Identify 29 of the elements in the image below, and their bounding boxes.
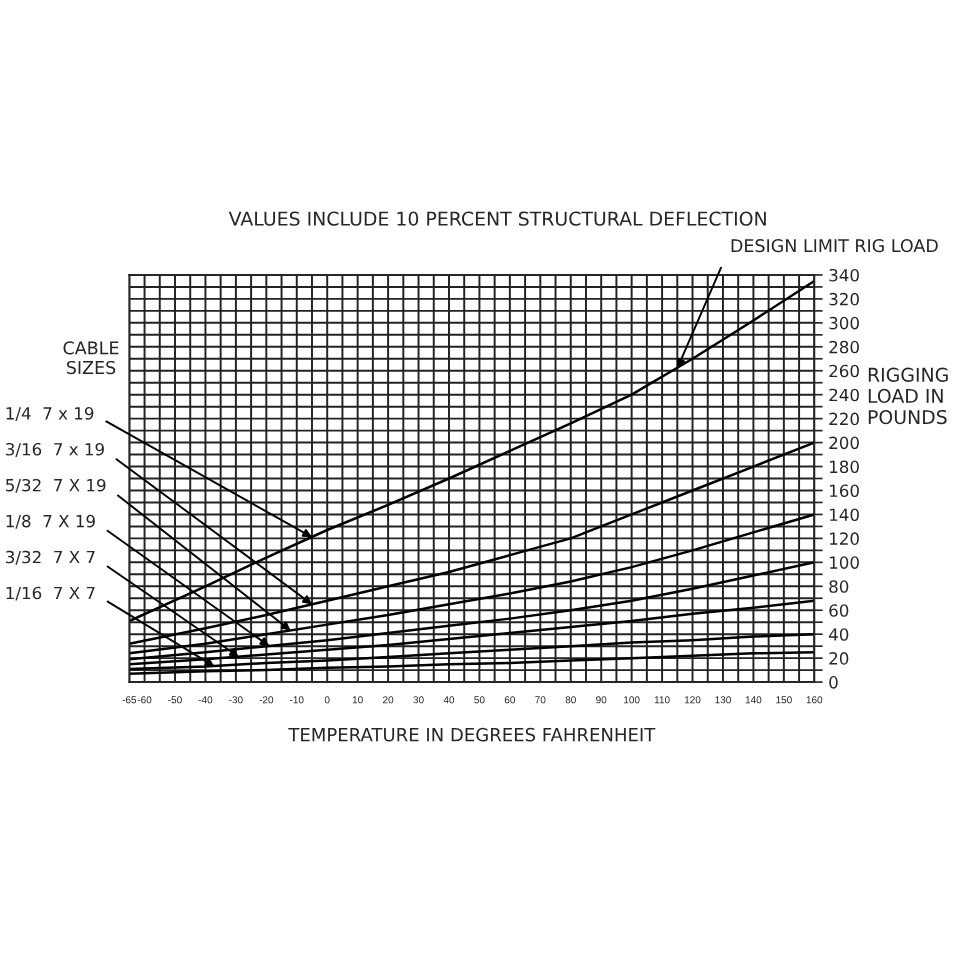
- y-tick-label: 120: [830, 532, 859, 545]
- y-tick-label: 340: [829, 268, 859, 282]
- annotation: 3/16 7 x 19: [6, 442, 104, 457]
- annotation: 3/32 7 X 7: [6, 550, 95, 565]
- chart-title: VALUES INCLUDE 10 PERCENT STRUCTURAL DEFLECTION: [228, 211, 766, 226]
- annotation: 1/16 7 X 7: [6, 586, 95, 601]
- x-axis-title: TEMPERATURE IN DEGREES FAHRENHEIT: [288, 727, 656, 742]
- y-tick-label: 40: [829, 628, 849, 641]
- y-tick-label: 260: [829, 364, 859, 378]
- y-tick-label: 140: [830, 508, 859, 522]
- y-tick-label: 280: [829, 340, 859, 354]
- y-tick-label: 320: [829, 292, 859, 306]
- annotation: DESIGN LIMIT RIG LOAD: [731, 239, 938, 253]
- annotation: 5/32 7 X 19: [6, 478, 106, 493]
- y-tick-label: 300: [829, 316, 859, 330]
- y-axis-title: RIGGING LOAD IN POUNDS: [868, 367, 948, 425]
- y-tick-label: 20: [829, 652, 849, 665]
- y-tick-label: 60: [829, 604, 849, 617]
- y-tick-label: 240: [829, 388, 859, 402]
- y-tick-label: 200: [829, 436, 859, 450]
- annotation: 1/8 7 X 19: [6, 514, 95, 529]
- y-tick-label: 0: [829, 676, 838, 689]
- y-tick-label: 220: [829, 412, 859, 426]
- annotation: 1/4 7 x 19: [6, 407, 94, 421]
- y-tick-label: 80: [829, 580, 849, 593]
- y-tick-label: 100: [830, 556, 859, 569]
- y-tick-label: 180: [830, 460, 859, 474]
- text: CABLE SIZES: [63, 341, 119, 375]
- y-tick-label: 160: [830, 484, 859, 498]
